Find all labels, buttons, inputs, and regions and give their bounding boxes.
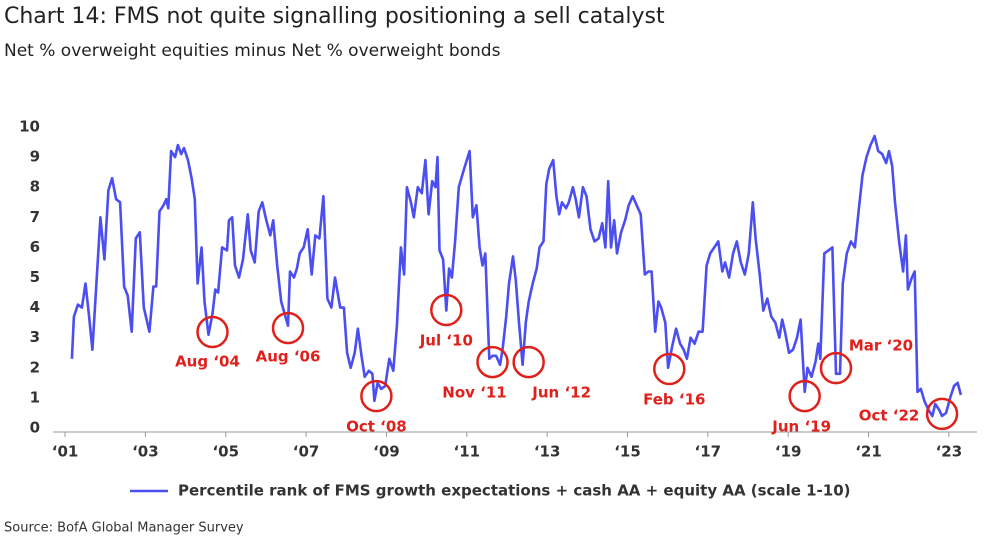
y-tick-label: 10 xyxy=(19,118,40,136)
x-tick-label: ‘01 xyxy=(52,443,79,461)
annotation-circle xyxy=(476,345,509,379)
y-tick-label: 3 xyxy=(30,328,40,346)
y-tick-label: 9 xyxy=(30,148,40,166)
annotation-label: Oct ‘08 xyxy=(346,418,407,436)
annotation-circle xyxy=(819,351,853,385)
annotation-label: Aug ‘04 xyxy=(175,352,240,370)
y-tick-label: 0 xyxy=(30,419,40,437)
y-tick-label: 6 xyxy=(30,238,40,256)
x-tick-label: ‘19 xyxy=(775,443,802,461)
annotation-circle xyxy=(430,293,463,327)
y-tick-label: 4 xyxy=(30,298,40,316)
annotation-label: Jun ‘19 xyxy=(771,418,831,436)
x-tick-label: ‘07 xyxy=(293,443,320,461)
chart-subtitle: Net % overweight equities minus Net % ov… xyxy=(4,41,501,61)
annotation-circle xyxy=(360,379,393,413)
x-tick-label: ‘13 xyxy=(534,443,561,461)
annotation-label: Mar ‘20 xyxy=(849,337,913,355)
chart-title: Chart 14: FMS not quite signalling posit… xyxy=(4,4,665,29)
x-tick-label: ‘23 xyxy=(936,443,963,461)
x-tick-label: ‘09 xyxy=(373,443,400,461)
x-tick-label: ‘05 xyxy=(212,443,239,461)
source: Source: BofA Global Manager Survey xyxy=(4,521,244,536)
annotation-label: Jul ‘10 xyxy=(419,332,473,350)
annotation-circle xyxy=(271,311,305,345)
x-tick-label: ‘21 xyxy=(855,443,882,461)
y-tick-label: 2 xyxy=(30,358,40,376)
annotation-label: Oct ‘22 xyxy=(859,406,920,424)
y-tick-label: 8 xyxy=(30,178,40,196)
annotation-label: Nov ‘11 xyxy=(442,384,506,402)
annotation-circle xyxy=(196,315,229,349)
x-tick-label: ‘17 xyxy=(695,443,722,461)
line-series xyxy=(70,134,963,418)
annotation-label: Feb ‘16 xyxy=(643,391,705,409)
annotation-circle xyxy=(788,379,821,413)
annotation-label: Aug ‘06 xyxy=(256,348,321,366)
annotation-circle xyxy=(512,345,545,379)
annotation-circle xyxy=(925,397,959,431)
y-tick-label: 1 xyxy=(30,388,40,406)
legend-label: Percentile rank of FMS growth expectatio… xyxy=(178,482,851,500)
x-tick-label: ‘11 xyxy=(454,443,481,461)
y-tick-label: 7 xyxy=(30,208,40,226)
x-tick-label: ‘03 xyxy=(132,443,159,461)
annotation-circle xyxy=(653,352,686,386)
annotation-label: Jun ‘12 xyxy=(531,384,591,402)
y-tick-label: 5 xyxy=(30,268,40,286)
x-tick-label: ‘15 xyxy=(614,443,641,461)
